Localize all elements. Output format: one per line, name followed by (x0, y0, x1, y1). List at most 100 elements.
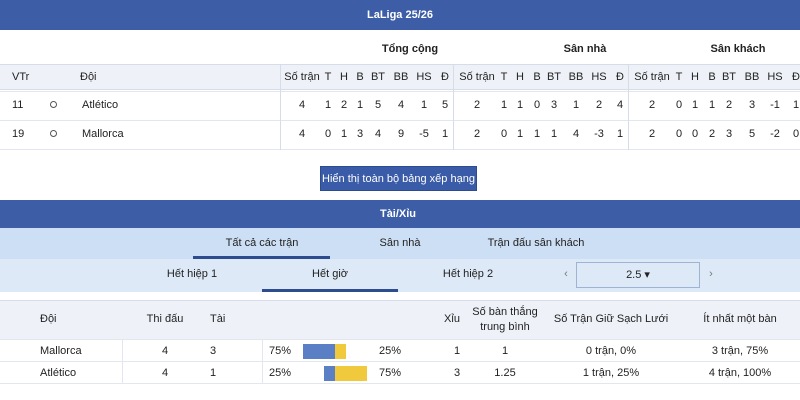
stat: 4 (397, 99, 405, 111)
tab[interactable]: Trận đấu sân khách (487, 237, 585, 249)
title: LaLiga 25/26 (366, 9, 434, 21)
column-divider (280, 64, 281, 150)
column-header: Đ (441, 71, 449, 83)
line-dropdown[interactable]: 2.5 ▾ (576, 262, 700, 288)
stat: 2 (340, 99, 348, 111)
row-line (0, 339, 800, 340)
subtab[interactable]: Hết hiệp 2 (442, 268, 494, 280)
stat: 2 (595, 99, 603, 111)
stat: -3 (594, 128, 604, 140)
stat: 1 (533, 128, 541, 140)
under-bar (335, 366, 368, 381)
subtab-underline (262, 289, 398, 292)
stat: 1 (441, 128, 449, 140)
header-under: Xỉu (444, 313, 460, 325)
stat: 0 (533, 99, 541, 111)
stat: 5 (374, 99, 382, 111)
stat: -1 (770, 99, 780, 111)
tabs-bg (0, 228, 800, 259)
under-count: 1 (453, 345, 461, 357)
stat: 1 (792, 99, 800, 111)
stat: 3 (550, 99, 558, 111)
column-divider (453, 64, 454, 150)
header-team: Đội (40, 313, 57, 325)
column-header: BB (744, 71, 760, 83)
stat: 3 (748, 99, 756, 111)
stat: 2 (725, 99, 733, 111)
column-header: Số trận (634, 71, 670, 83)
stat: 1 (550, 128, 558, 140)
column-header: H (516, 71, 524, 83)
stat: 1 (420, 99, 428, 111)
subtab[interactable]: Hết hiệp 1 (166, 268, 218, 280)
stat: -5 (419, 128, 429, 140)
group-header: Sân khách (710, 43, 766, 55)
stat: 4 (374, 128, 382, 140)
under-pct: 25% (378, 345, 402, 357)
column-header: BB (393, 71, 409, 83)
column-header: H (691, 71, 699, 83)
status-dot (50, 130, 57, 137)
clean-sheets: 1 trận, 25% (582, 367, 640, 379)
stat: 0 (324, 128, 332, 140)
over-pct: 25% (268, 367, 292, 379)
column-header: HS (767, 71, 783, 83)
stat: 9 (397, 128, 405, 140)
clean-sheets: 0 trận, 0% (585, 345, 637, 357)
group-header: Sân nhà (563, 43, 607, 55)
stat: 5 (441, 99, 449, 111)
tab[interactable]: Tất cả các trận (225, 237, 299, 249)
rank: 19 (12, 128, 25, 140)
avg-goals: 1.25 (494, 367, 516, 379)
row-line (0, 120, 800, 121)
stat: 2 (648, 99, 656, 111)
show-all-button[interactable]: Hiển thị toàn bộ bảng xếp hạng (320, 166, 477, 191)
column-header: B (533, 71, 541, 83)
stat: 2 (473, 99, 481, 111)
team-name: Mallorca (40, 345, 82, 357)
column-header: B (708, 71, 716, 83)
row-line (0, 383, 800, 384)
tab[interactable]: Sân nhà (379, 237, 421, 249)
column-header: Số trận (459, 71, 495, 83)
stat: 4 (298, 99, 306, 111)
column-header: T (500, 71, 508, 83)
group-header: Tổng cộng (381, 43, 439, 55)
team-name: Mallorca (82, 128, 124, 140)
subtab[interactable]: Hết giờ (312, 268, 348, 280)
column-header: HS (591, 71, 607, 83)
stat: 0 (691, 128, 699, 140)
column-header-bg (0, 64, 800, 90)
under-pct: 75% (378, 367, 402, 379)
over-pct: 75% (268, 345, 292, 357)
column-header: BT (370, 71, 386, 83)
column-header: Đ (616, 71, 624, 83)
column-header: H (340, 71, 348, 83)
stat: 3 (725, 128, 733, 140)
column-header: T (324, 71, 332, 83)
column-header: BT (721, 71, 737, 83)
column-header: BT (546, 71, 562, 83)
stat: 1 (516, 99, 524, 111)
title-bar (0, 0, 800, 30)
stat: 1 (708, 99, 716, 111)
over-bar (302, 344, 335, 359)
stat: 1 (616, 128, 624, 140)
over-count: 3 (210, 345, 217, 357)
row-line (0, 149, 800, 150)
prev-button[interactable]: ‹ (564, 268, 568, 280)
stat: 4 (616, 99, 624, 111)
stat: 2 (473, 128, 481, 140)
column-header: T (675, 71, 683, 83)
stat: 0 (500, 128, 508, 140)
played: 4 (161, 345, 169, 357)
stat: 1 (356, 99, 364, 111)
tab-underline (193, 256, 330, 259)
rank: 11 (12, 99, 24, 111)
next-button[interactable]: › (709, 268, 713, 280)
stat: -2 (770, 128, 780, 140)
row-line (0, 361, 800, 362)
stat: 5 (748, 128, 756, 140)
stat: 1 (324, 99, 332, 111)
stat: 4 (298, 128, 306, 140)
